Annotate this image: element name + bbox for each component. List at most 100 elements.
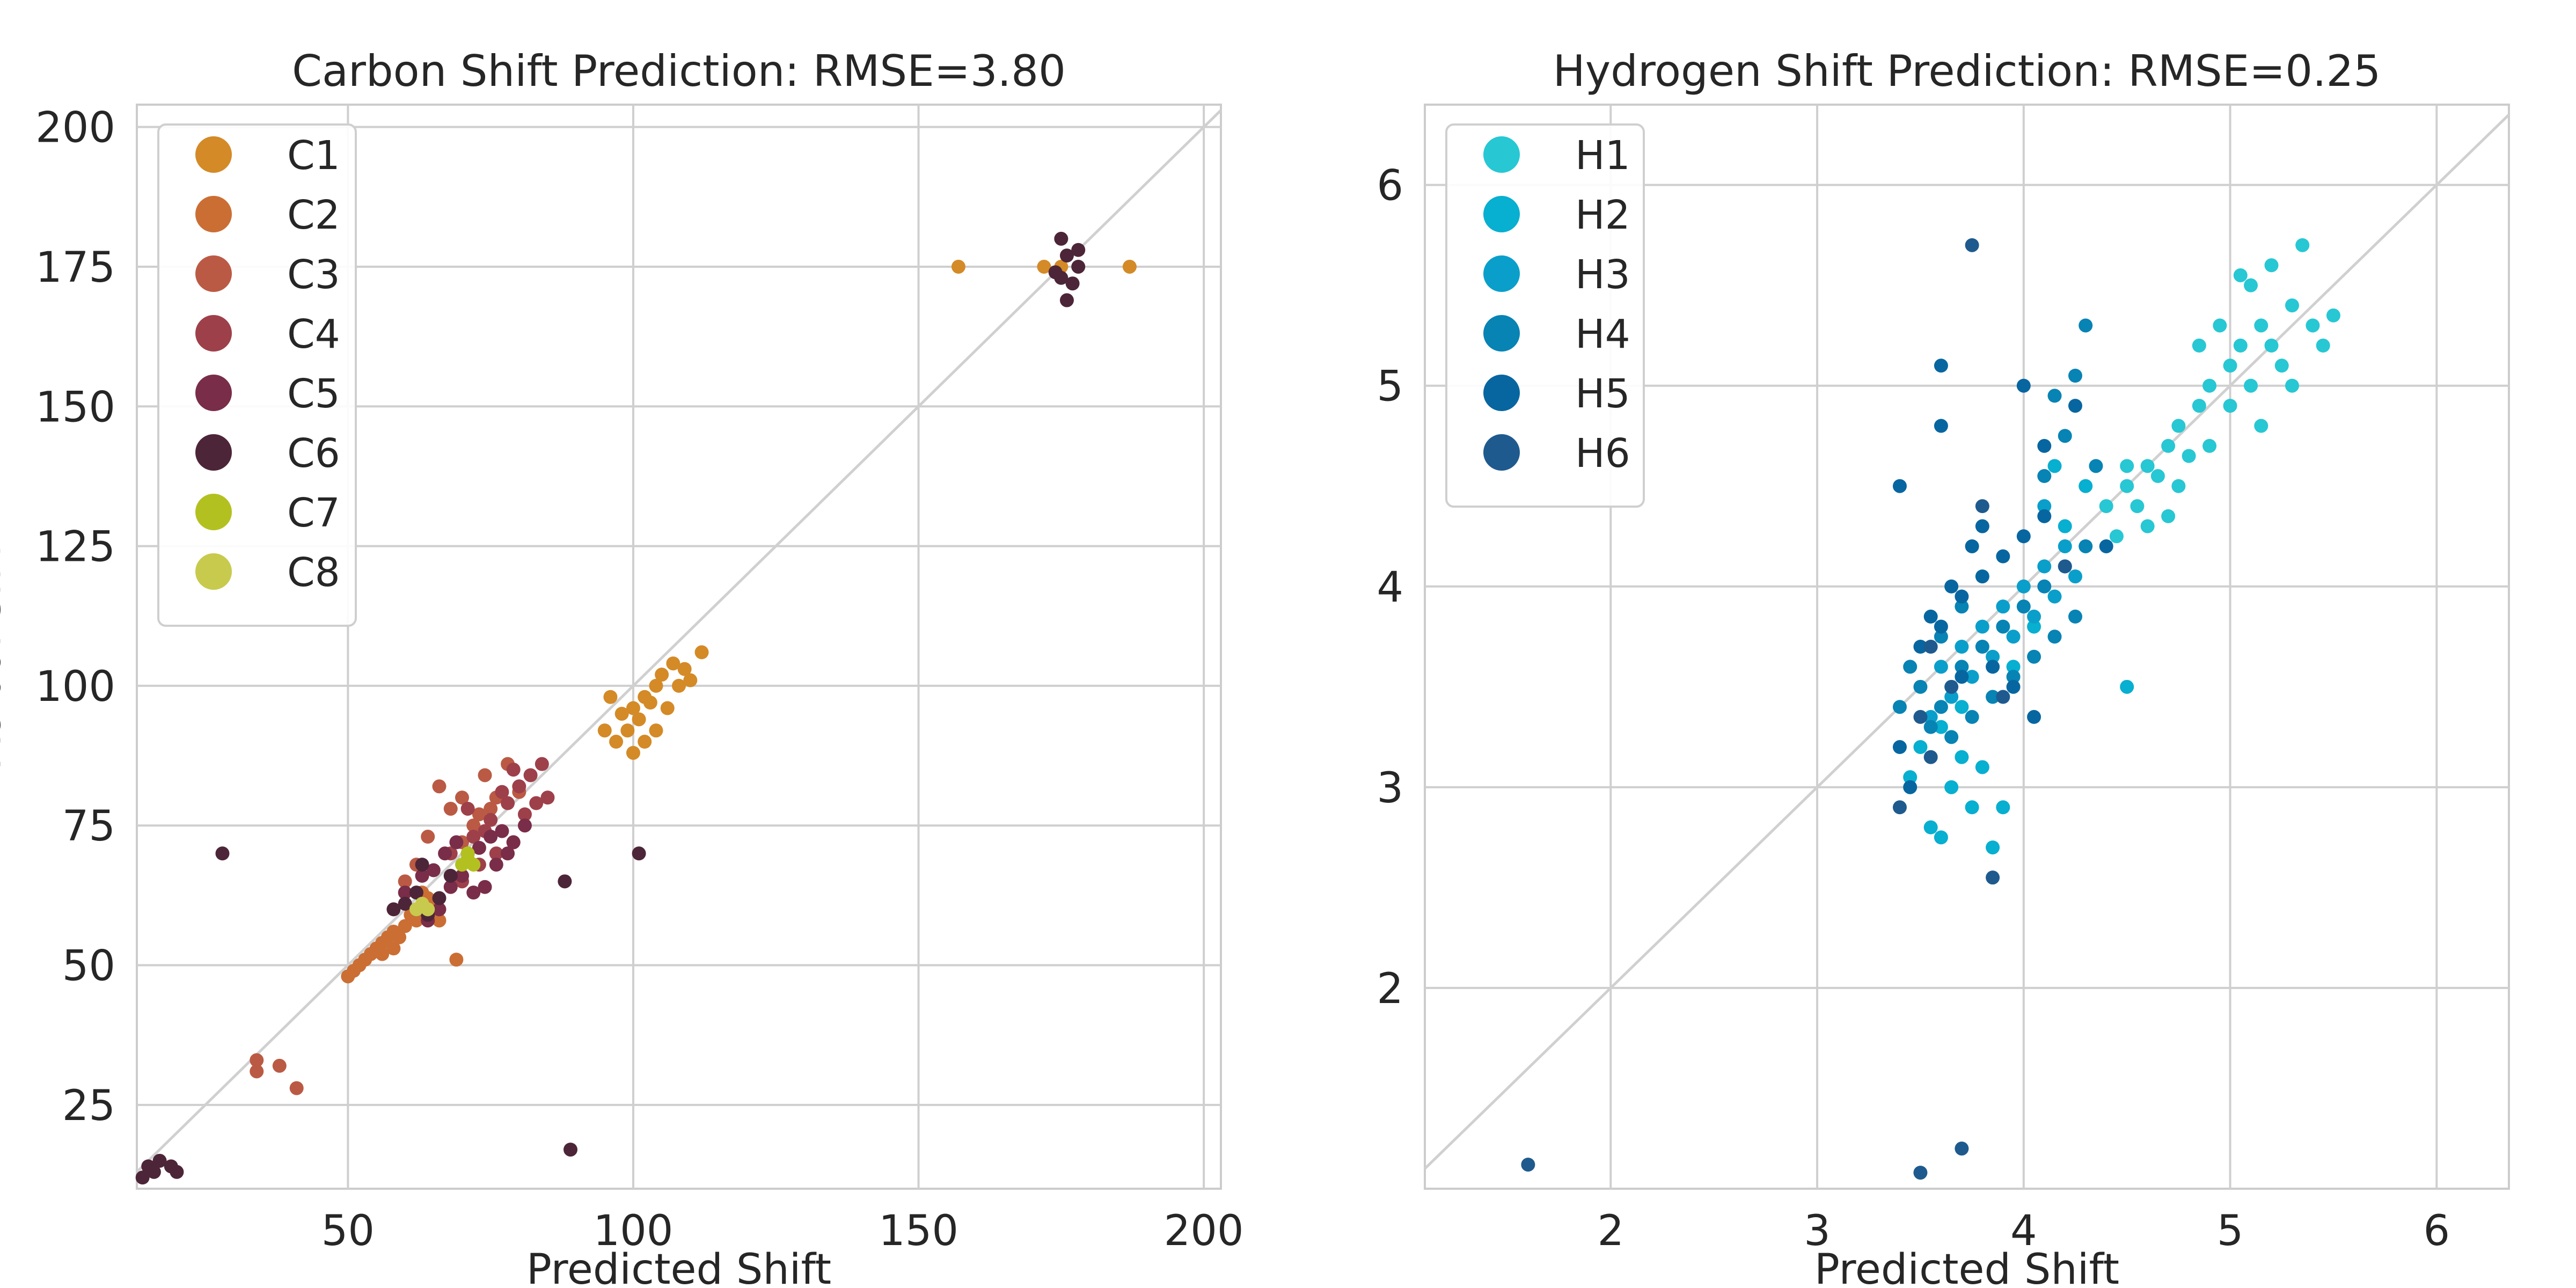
carbon-legend-label-c3: C3 xyxy=(287,252,340,298)
hydrogen-point-h2-2 xyxy=(1955,700,1969,714)
hydrogen-point-h2-12 xyxy=(2047,459,2062,473)
hydrogen-point-h1-27 xyxy=(2316,338,2330,353)
carbon-y-ticks: 25 50 75 100 125 150 175 200 xyxy=(35,104,115,1130)
hydrogen-point-h4-2 xyxy=(1955,660,1969,674)
carbon-point-c1-10 xyxy=(603,690,618,704)
carbon-point-c5-2 xyxy=(449,835,464,850)
hydrogen-point-h5-18 xyxy=(2037,438,2052,453)
carbon-point-c4-9 xyxy=(517,807,532,822)
hydrogen-point-h2-3 xyxy=(1944,780,1959,794)
carbon-point-c5-17 xyxy=(501,846,515,861)
hydrogen-point-h1-2 xyxy=(2161,438,2176,453)
hydrogen-point-h2-5 xyxy=(1986,840,2000,855)
hydrogen-point-h4-22 xyxy=(1892,700,1907,714)
carbon-legend-label-c2: C2 xyxy=(287,192,340,238)
carbon-point-c3-3 xyxy=(250,1053,264,1067)
hydrogen-point-h1-31 xyxy=(2254,419,2268,433)
hydrogen-point-h1-24 xyxy=(2264,258,2279,273)
hydrogen-point-h1-16 xyxy=(2213,318,2227,333)
carbon-point-c6-18 xyxy=(1065,276,1080,291)
carbon-point-c6-22 xyxy=(1048,265,1063,280)
carbon-point-c3-6 xyxy=(443,801,458,816)
carbon-point-c6-15 xyxy=(443,868,458,883)
carbon-point-c6-11 xyxy=(409,885,423,900)
hydrogen-point-h1-5 xyxy=(2171,419,2186,433)
hydrogen-point-h5-8 xyxy=(1944,579,1959,594)
hydrogen-point-h5-20 xyxy=(2099,539,2113,553)
carbon-point-c6-8 xyxy=(632,846,646,861)
hydrogen-point-h1-14 xyxy=(2274,358,2289,373)
hydrogen-legend-label-h4: H4 xyxy=(1575,311,1630,357)
hydrogen-point-h1-6 xyxy=(2182,449,2196,463)
hydrogen-point-h6-5 xyxy=(1923,750,1938,764)
carbon-point-c1-16 xyxy=(626,745,640,760)
carbon-point-c2-7 xyxy=(358,953,372,967)
hydrogen-legend-marker-h1 xyxy=(1483,136,1520,173)
carbon-point-c6-10 xyxy=(398,896,412,911)
hydrogen-chart: 2 3 4 5 6 2 3 4 5 6 H1 H2 H3 H4 H5 H6 Hydrogen Shift … xyxy=(1377,46,2510,1288)
hydrogen-point-h5-13 xyxy=(1892,740,1907,755)
hydrogen-y-tick-label-0: 2 xyxy=(1377,965,1403,1013)
hydrogen-point-h1-23 xyxy=(2244,278,2258,292)
hydrogen-point-h4-0 xyxy=(1913,679,1928,694)
carbon-legend-label-c4: C4 xyxy=(287,311,340,357)
carbon-point-c2-6 xyxy=(380,930,395,945)
carbon-y-tick-label-7: 200 xyxy=(35,104,115,152)
hydrogen-point-h5-10 xyxy=(1986,660,2000,674)
hydrogen-point-h5-6 xyxy=(2037,509,2052,523)
carbon-point-c3-16 xyxy=(398,874,412,889)
hydrogen-point-h2-14 xyxy=(2006,660,2021,674)
hydrogen-point-h6-0 xyxy=(1521,1158,1535,1172)
hydrogen-point-h6-12 xyxy=(1975,499,1989,514)
carbon-point-c6-6 xyxy=(215,846,230,861)
carbon-legend-marker-c6 xyxy=(195,434,232,471)
hydrogen-point-h5-15 xyxy=(1934,358,1948,373)
hydrogen-point-h4-23 xyxy=(1903,660,1918,674)
hydrogen-point-h3-4 xyxy=(2016,579,2031,594)
hydrogen-point-h1-28 xyxy=(2326,308,2340,323)
hydrogen-point-h5-12 xyxy=(2027,709,2041,724)
hydrogen-point-h3-12 xyxy=(2047,589,2062,604)
hydrogen-y-ticks: 2 3 4 5 6 xyxy=(1377,162,1403,1013)
hydrogen-legend-label-h3: H3 xyxy=(1575,252,1630,298)
carbon-point-c1-20 xyxy=(951,259,965,274)
carbon-point-c2-13 xyxy=(449,953,464,967)
carbon-point-c4-11 xyxy=(489,846,503,861)
carbon-point-c2-18 xyxy=(375,947,390,961)
hydrogen-point-h1-33 xyxy=(2192,338,2206,353)
hydrogen-x-tick-label-4: 6 xyxy=(2424,1207,2450,1255)
hydrogen-point-h5-7 xyxy=(1965,539,1979,553)
carbon-point-c2-8 xyxy=(398,919,412,933)
hydrogen-point-h1-30 xyxy=(2202,438,2217,453)
hydrogen-point-h4-14 xyxy=(2027,649,2041,664)
hydrogen-point-h4-1 xyxy=(1934,700,1948,714)
hydrogen-x-tick-label-3: 5 xyxy=(2217,1207,2244,1255)
hydrogen-point-h5-21 xyxy=(2016,378,2031,393)
hydrogen-point-h2-9 xyxy=(1975,760,1989,774)
hydrogen-point-h4-10 xyxy=(1944,730,1959,744)
carbon-chart-title: Carbon Shift Prediction: RMSE=3.80 xyxy=(292,46,1066,96)
carbon-legend[interactable]: C1 C2 C3 C4 C5 C6 C7 C8 xyxy=(157,123,357,627)
hydrogen-point-h2-4 xyxy=(1965,800,1979,815)
hydrogen-point-h2-6 xyxy=(1996,800,2010,815)
hydrogen-point-h1-10 xyxy=(2233,338,2248,353)
hydrogen-point-h4-20 xyxy=(2079,318,2093,333)
hydrogen-legend[interactable]: H1 H2 H3 H4 H5 H6 xyxy=(1445,123,1645,508)
carbon-point-c4-2 xyxy=(501,796,515,810)
carbon-point-c6-1 xyxy=(152,1153,167,1168)
hydrogen-point-h5-14 xyxy=(1903,780,1918,794)
hydrogen-point-h1-1 xyxy=(2140,459,2155,473)
hydrogen-point-h1-25 xyxy=(2295,238,2310,252)
carbon-x-axis-label: Predicted Shift xyxy=(526,1246,831,1288)
hydrogen-point-h5-4 xyxy=(1996,549,2010,564)
carbon-point-c1-12 xyxy=(672,678,686,693)
carbon-point-c7-2 xyxy=(466,858,481,872)
carbon-point-c3-2 xyxy=(289,1081,304,1095)
carbon-point-c4-0 xyxy=(466,830,481,844)
carbon-point-c6-17 xyxy=(1059,248,1074,263)
carbon-point-c6-4 xyxy=(147,1165,161,1179)
hydrogen-x-tick-label-2: 4 xyxy=(2010,1207,2037,1255)
carbon-x-tick-label-0: 50 xyxy=(321,1207,375,1255)
carbon-point-c5-10 xyxy=(443,880,458,894)
